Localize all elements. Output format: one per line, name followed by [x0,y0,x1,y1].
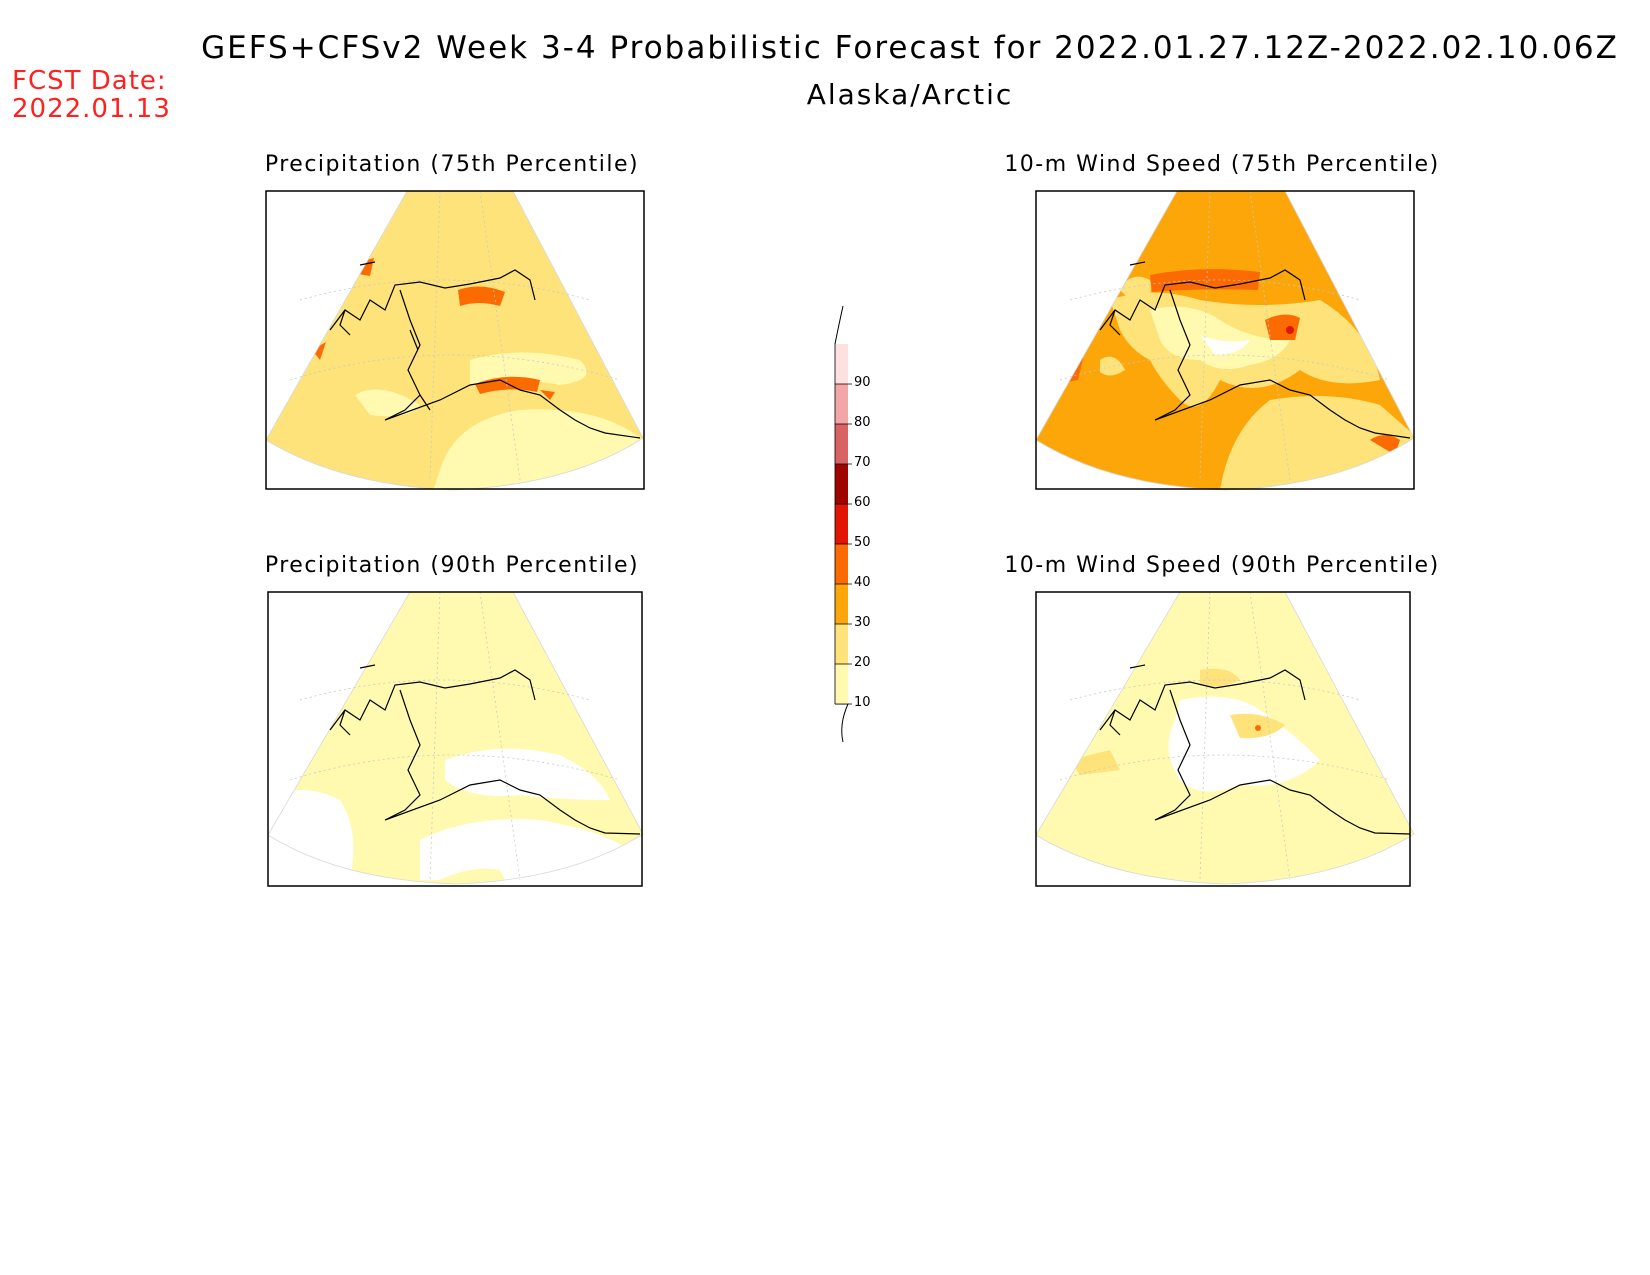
panel-title-precip-75: Precipitation (75th Percentile) [264,152,640,177]
fcst-date-value: 2022.01.13 [12,94,171,124]
colorbar-swatch-60 [835,464,848,504]
colorbar-label-90: 90 [854,375,871,390]
colorbar-label-50: 50 [854,535,871,550]
colorbar-label-40: 40 [854,575,871,590]
colorbar [834,305,852,743]
colorbar-swatch-90 [835,344,848,384]
colorbar-swatch-70 [835,424,848,464]
map-precip-75 [265,190,645,491]
colorbar-swatch-30 [835,584,848,624]
colorbar-swatch-10 [835,664,848,704]
colorbar-swatch-20 [835,624,848,664]
colorbar-swatch-50 [835,504,848,544]
map-wind-90 [1035,591,1415,887]
panel-title-wind-75: 10-m Wind Speed (75th Percentile) [1004,152,1440,177]
colorbar-label-30: 30 [854,615,871,630]
colorbar-upper-tail [834,305,844,345]
region-subtitle: Alaska/Arctic [806,78,1014,111]
colorbar-swatch-80 [835,384,848,424]
colorbar-swatch-40 [835,544,848,584]
colorbar-label-60: 60 [854,495,871,510]
main-title: GEFS+CFSv2 Week 3-4 Probabilistic Foreca… [201,30,1619,66]
colorbar-label-20: 20 [854,655,871,670]
panel-title-wind-90: 10-m Wind Speed (90th Percentile) [1004,553,1440,578]
colorbar-label-70: 70 [854,455,871,470]
map-wind-75 [1035,190,1415,491]
fcst-date-label: FCST Date: [12,66,167,96]
colorbar-lower-tail [835,703,849,743]
map-precip-90 [267,591,644,887]
colorbar-label-10: 10 [854,695,871,710]
colorbar-label-80: 80 [854,415,871,430]
panel-title-precip-90: Precipitation (90th Percentile) [264,553,640,578]
